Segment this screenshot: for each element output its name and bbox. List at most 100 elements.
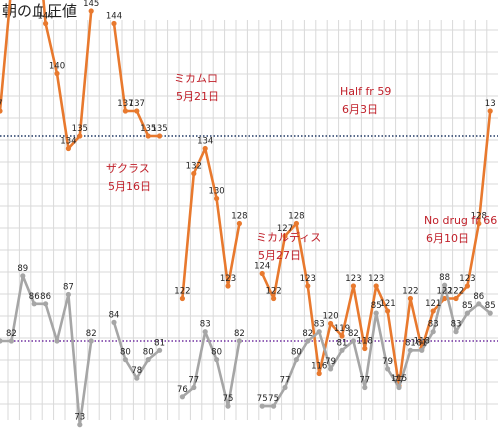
systolic-data-label: 137 <box>129 99 145 109</box>
systolic-data-label: 123 <box>459 274 475 284</box>
systolic-data-label: 134 <box>60 137 76 147</box>
diastolic-data-label: 75 <box>257 394 268 404</box>
diastolic-point <box>373 310 379 316</box>
diastolic-point <box>43 301 49 307</box>
diastolic-point <box>191 384 197 391</box>
systolic-point <box>134 108 140 114</box>
systolic-data-label: 120 <box>322 312 338 322</box>
annotation-mikarudisu: ミカルディス <box>256 230 321 244</box>
systolic-line-segment <box>112 23 160 138</box>
diastolic-point <box>305 338 311 344</box>
systolic-data-label: 140 <box>49 62 65 72</box>
systolic-point <box>487 108 493 114</box>
diastolic-data-label: 82 <box>348 329 359 339</box>
systolic-data-label: 135 <box>140 124 156 134</box>
diastolic-data-label: 77 <box>394 376 405 386</box>
diastolic-point <box>179 394 185 400</box>
systolic-point <box>362 345 368 352</box>
systolic-data-label: 121 <box>425 299 441 309</box>
diastolic-point <box>157 347 163 353</box>
diastolic-data-label: 79 <box>325 357 336 367</box>
systolic-data-label: 124 <box>254 262 270 272</box>
diastolic-data-label: 76 <box>177 385 188 395</box>
diastolic-point <box>0 338 3 344</box>
diastolic-point <box>54 338 60 344</box>
systolic-data-label: 123 <box>368 274 384 284</box>
systolic-data-label: 132 <box>186 162 202 172</box>
diastolic-point <box>339 347 345 353</box>
systolic-data-label: 137 <box>117 99 133 109</box>
systolic-point <box>214 195 220 202</box>
gridlines <box>0 20 498 420</box>
diastolic-data-label: 75 <box>268 394 279 404</box>
systolic-data-label: 122 <box>436 287 452 297</box>
systolic-point <box>293 220 299 227</box>
diastolic-data-label: 80 <box>143 348 154 358</box>
diastolic-point <box>8 338 14 344</box>
annotation-half: Half fr 59 <box>340 85 391 98</box>
diastolic-data-label: 73 <box>74 413 85 423</box>
systolic-point <box>305 283 311 289</box>
diastolic-point <box>293 357 299 363</box>
systolic-data-label: 145 <box>83 0 99 9</box>
diastolic-data-label: 81 <box>416 338 427 348</box>
systolic-point <box>122 108 128 114</box>
systolic-data-label: 130 <box>208 187 224 197</box>
annotation-nodrug: No drug fr 66 <box>424 214 497 227</box>
diastolic-data-label: 83 <box>428 320 439 330</box>
systolic-data-label: 122 <box>265 287 281 297</box>
diastolic-data-label: 86 <box>40 292 51 302</box>
diastolic-point <box>464 310 470 316</box>
diastolic-point <box>122 357 128 363</box>
diastolic-data-label: 81 <box>405 338 416 348</box>
diastolic-data-label: 83 <box>314 320 325 330</box>
annotation-half: 6月3日 <box>342 103 378 116</box>
diastolic-point <box>442 282 448 288</box>
diastolic-data-label: 75 <box>223 394 234 404</box>
diastolic-point <box>134 375 140 381</box>
diastolic-point <box>202 329 208 335</box>
diastolic-data-label: 82 <box>6 329 17 339</box>
diastolic-point <box>31 301 37 307</box>
diastolic-point <box>453 329 459 335</box>
diastolic-point <box>225 403 231 409</box>
diastolic-point <box>487 310 493 316</box>
diastolic-data-label: 80 <box>291 348 302 358</box>
systolic-data-label: 135 <box>72 124 88 134</box>
diastolic-data-label: 77 <box>280 376 291 386</box>
diastolic-point <box>407 347 413 353</box>
diastolic-point <box>328 366 334 372</box>
annotation-mikamuro: 5月21日 <box>176 90 219 103</box>
systolic-point <box>259 270 265 277</box>
annotation-mikarudisu: 5月27日 <box>258 249 301 262</box>
systolic-point <box>373 283 379 289</box>
systolic-point <box>43 20 49 27</box>
annotation-zakurasu: 5月16日 <box>108 180 151 193</box>
systolic-point <box>236 220 242 227</box>
diastolic-data-label: 82 <box>234 329 245 339</box>
systolic-data-label: 122 <box>174 287 190 297</box>
systolic-data-label: 128 <box>288 212 304 222</box>
diastolic-data-label: 81 <box>337 338 348 348</box>
systolic-data-label: 144 <box>106 12 122 22</box>
systolic-data-label: 119 <box>334 324 350 334</box>
systolic-point <box>271 295 277 302</box>
diastolic-data-label: 85 <box>371 301 382 311</box>
diastolic-point <box>20 273 26 279</box>
diastolic-point <box>385 366 391 372</box>
diastolic-data-label: 85 <box>462 301 473 311</box>
annotation-zakurasu: ザクラス <box>106 162 150 175</box>
systolic-point <box>191 170 197 177</box>
reference-lines <box>0 135 498 342</box>
systolic-point <box>225 283 231 289</box>
systolic-point <box>88 8 94 14</box>
diastolic-point <box>430 329 436 335</box>
diastolic-point <box>282 384 288 391</box>
systolic-data-label: 13 <box>485 99 496 109</box>
systolic-data-label: 116 <box>311 362 327 372</box>
systolic-data-label: 118 <box>414 337 430 347</box>
systolic-line-segment <box>181 147 241 299</box>
diastolic-point <box>396 384 402 391</box>
